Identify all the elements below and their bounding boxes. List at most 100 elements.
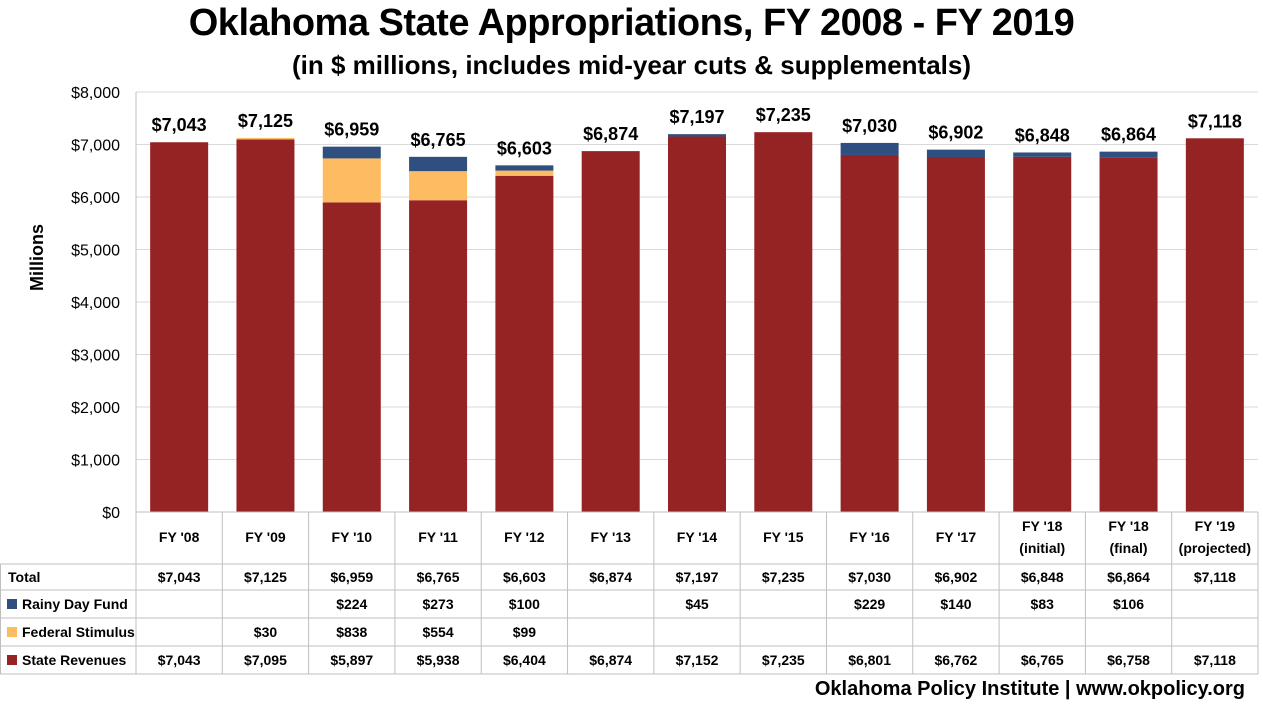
y-tick-label: $1,000 xyxy=(71,453,120,470)
y-tick-label: $7,000 xyxy=(71,138,120,155)
category-label: FY '17 xyxy=(936,529,977,545)
total-data-label: $7,235 xyxy=(756,105,811,125)
table-cell: $7,043 xyxy=(158,569,201,585)
total-data-label: $6,902 xyxy=(928,123,983,143)
table-cell: $7,043 xyxy=(158,652,201,668)
bar-state-revenues xyxy=(668,136,726,512)
legend-swatch xyxy=(7,655,17,665)
table-cell: $6,801 xyxy=(848,652,891,668)
table-cell: $6,874 xyxy=(589,569,632,585)
bar-state-revenues xyxy=(1185,138,1244,512)
bar-federal-stimulus xyxy=(322,158,381,203)
category-label: FY '08 xyxy=(159,529,200,545)
table-cell: $100 xyxy=(509,596,540,612)
category-label: FY '15 xyxy=(763,529,804,545)
table-cell: $6,848 xyxy=(1021,569,1064,585)
total-data-label: $6,959 xyxy=(324,120,379,140)
bar-state-revenues xyxy=(150,142,209,512)
table-cell: $30 xyxy=(254,624,278,640)
table-cell: $7,125 xyxy=(244,569,287,585)
table-row-label: Total xyxy=(8,569,40,585)
table-cell: $83 xyxy=(1031,596,1055,612)
table-cell: $229 xyxy=(854,596,885,612)
bar-state-revenues xyxy=(322,202,381,512)
table-cell: $7,118 xyxy=(1194,652,1236,668)
legend-swatch xyxy=(7,599,17,609)
total-data-label: $7,197 xyxy=(669,107,724,127)
category-label: FY '14 xyxy=(677,529,718,545)
table-cell: $7,235 xyxy=(762,569,805,585)
table-cell: $45 xyxy=(685,596,709,612)
y-tick-label: $0 xyxy=(102,505,120,522)
category-label: FY '16 xyxy=(849,529,890,545)
table-cell: $140 xyxy=(940,596,971,612)
legend-swatch xyxy=(7,627,17,637)
bar-state-revenues xyxy=(754,132,813,512)
y-tick-label: $8,000 xyxy=(71,85,120,102)
y-tick-label: $3,000 xyxy=(71,348,120,365)
total-data-label: $7,030 xyxy=(842,116,897,136)
table-cell: $838 xyxy=(336,624,367,640)
category-label: FY '18 xyxy=(1108,518,1149,534)
y-tick-label: $4,000 xyxy=(71,295,120,312)
bar-state-revenues xyxy=(926,156,985,512)
bar-federal-stimulus xyxy=(409,171,468,201)
table-cell: $6,765 xyxy=(417,569,460,585)
footer-credit: Oklahoma Policy Institute | www.okpolicy… xyxy=(814,678,1245,700)
category-label: FY '11 xyxy=(418,529,458,545)
bar-state-revenues xyxy=(495,175,554,513)
bar-rainy-day-fund xyxy=(840,142,899,155)
total-data-label: $6,864 xyxy=(1101,125,1156,145)
table-cell: $5,897 xyxy=(330,652,373,668)
table-cell: $7,030 xyxy=(848,569,891,585)
bar-state-revenues xyxy=(581,151,640,513)
y-tick-label: $2,000 xyxy=(71,400,120,417)
table-cell: $6,603 xyxy=(503,569,546,585)
legend-row-label: Federal Stimulus xyxy=(22,624,135,640)
y-tick-label: $5,000 xyxy=(71,243,120,260)
chart-subtitle: (in $ millions, includes mid-year cuts &… xyxy=(291,50,972,80)
bar-state-revenues xyxy=(409,200,468,512)
table-cell: $6,902 xyxy=(935,569,978,585)
table-cell: $6,874 xyxy=(589,652,632,668)
table-cell: $7,235 xyxy=(762,652,805,668)
category-label: FY '13 xyxy=(590,529,631,545)
table-cell: $7,095 xyxy=(244,652,287,668)
table-cell: $554 xyxy=(422,624,453,640)
table-cell: $273 xyxy=(422,596,453,612)
table-cell: $7,197 xyxy=(676,569,719,585)
category-label: (initial) xyxy=(1019,540,1065,556)
table-cell: $6,959 xyxy=(330,569,373,585)
total-data-label: $6,603 xyxy=(497,138,552,158)
bar-rainy-day-fund xyxy=(322,146,381,159)
category-label: FY '09 xyxy=(245,529,286,545)
bar-rainy-day-fund xyxy=(495,165,554,171)
bar-rainy-day-fund xyxy=(668,134,726,137)
bar-rainy-day-fund xyxy=(1099,151,1158,158)
category-label: (final) xyxy=(1109,540,1147,556)
table-cell: $6,758 xyxy=(1107,652,1150,668)
bar-federal-stimulus xyxy=(236,137,295,140)
table-cell: $99 xyxy=(513,624,537,640)
table-cell: $224 xyxy=(336,596,367,612)
table-cell: $5,938 xyxy=(417,652,460,668)
total-data-label: $7,125 xyxy=(238,111,293,131)
table-cell: $6,864 xyxy=(1107,569,1150,585)
legend-row-label: State Revenues xyxy=(22,652,126,668)
table-cell: $7,152 xyxy=(676,652,719,668)
bar-state-revenues xyxy=(1099,157,1158,512)
table-cell: $7,118 xyxy=(1194,569,1236,585)
legend-row-label: Rainy Day Fund xyxy=(22,596,128,612)
total-data-label: $7,118 xyxy=(1188,111,1242,131)
y-tick-label: $6,000 xyxy=(71,190,120,207)
bar-rainy-day-fund xyxy=(1013,152,1072,157)
total-data-label: $6,848 xyxy=(1015,125,1070,145)
category-label: FY '10 xyxy=(332,529,373,545)
category-label: FY '18 xyxy=(1022,518,1063,534)
table-cell: $6,762 xyxy=(935,652,978,668)
table-cell: $6,765 xyxy=(1021,652,1064,668)
bar-state-revenues xyxy=(840,154,899,512)
bar-rainy-day-fund xyxy=(409,156,468,172)
table-cell: $106 xyxy=(1113,596,1144,612)
